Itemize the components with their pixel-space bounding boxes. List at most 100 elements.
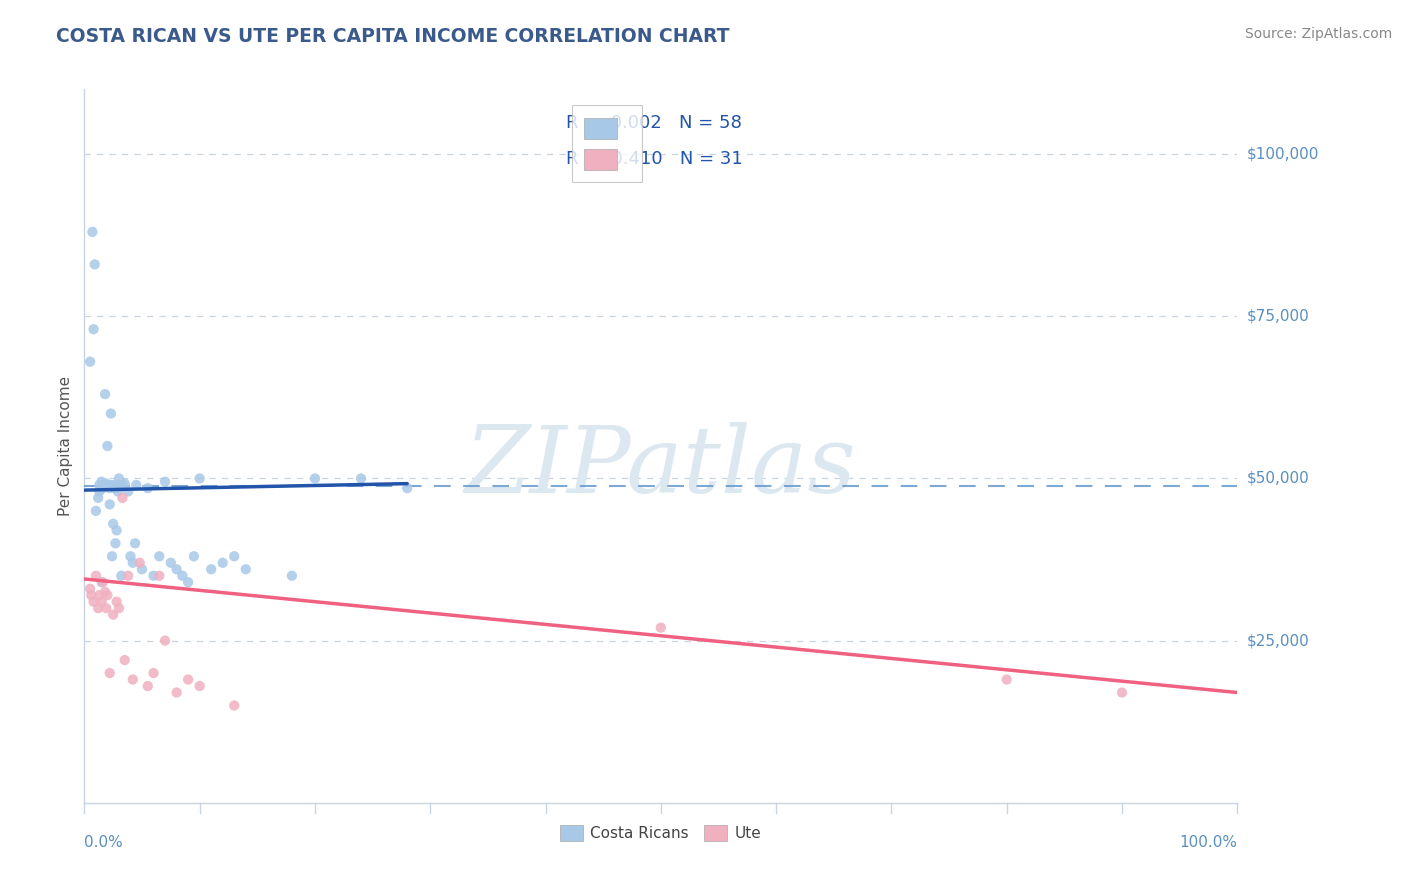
Point bbox=[177, 575, 200, 590]
Point bbox=[200, 562, 222, 576]
Point bbox=[117, 568, 139, 582]
Point bbox=[120, 549, 142, 564]
Text: 0.0%: 0.0% bbox=[84, 835, 124, 850]
Point bbox=[142, 568, 165, 582]
Point bbox=[103, 516, 124, 531]
Point bbox=[160, 556, 183, 570]
Point bbox=[153, 475, 176, 489]
Point bbox=[121, 673, 143, 687]
Text: $75,000: $75,000 bbox=[1247, 309, 1309, 324]
Point bbox=[90, 575, 112, 590]
Point bbox=[650, 621, 672, 635]
Point bbox=[91, 575, 114, 590]
Point bbox=[125, 478, 148, 492]
Point bbox=[100, 407, 122, 421]
Point bbox=[117, 484, 139, 499]
Point bbox=[177, 673, 200, 687]
Point bbox=[110, 568, 132, 582]
Point bbox=[89, 588, 111, 602]
Point bbox=[96, 439, 118, 453]
Point bbox=[87, 491, 110, 505]
Point bbox=[153, 633, 176, 648]
Point bbox=[100, 478, 122, 492]
Point bbox=[89, 478, 111, 492]
Point bbox=[188, 679, 211, 693]
Text: R =  0.002   N = 58: R = 0.002 N = 58 bbox=[567, 114, 742, 132]
Text: ZIPatlas: ZIPatlas bbox=[465, 423, 856, 512]
Point bbox=[108, 478, 131, 492]
Point bbox=[148, 549, 170, 564]
Point bbox=[94, 478, 117, 492]
Point bbox=[108, 471, 131, 485]
Point bbox=[183, 549, 205, 564]
Point bbox=[90, 475, 112, 489]
Point bbox=[1111, 685, 1133, 699]
Point bbox=[131, 562, 153, 576]
Point bbox=[96, 588, 118, 602]
Point bbox=[166, 562, 188, 576]
Point bbox=[128, 556, 150, 570]
Point bbox=[79, 582, 101, 596]
Point bbox=[136, 481, 159, 495]
Point bbox=[104, 536, 127, 550]
Text: 100.0%: 100.0% bbox=[1180, 835, 1237, 850]
Text: R = -0.410   N = 31: R = -0.410 N = 31 bbox=[567, 150, 742, 168]
Point bbox=[211, 556, 233, 570]
Text: Source: ZipAtlas.com: Source: ZipAtlas.com bbox=[1244, 27, 1392, 41]
Point bbox=[114, 653, 136, 667]
Point bbox=[124, 536, 146, 550]
Point bbox=[136, 679, 159, 693]
Point bbox=[350, 471, 373, 485]
Point bbox=[83, 322, 105, 336]
Point bbox=[96, 601, 118, 615]
Point bbox=[105, 524, 128, 538]
Point bbox=[172, 568, 194, 582]
Point bbox=[96, 476, 118, 491]
Point bbox=[98, 481, 121, 495]
Point bbox=[103, 478, 125, 492]
Point bbox=[87, 601, 110, 615]
Point bbox=[142, 666, 165, 681]
Text: $50,000: $50,000 bbox=[1247, 471, 1309, 486]
Y-axis label: Per Capita Income: Per Capita Income bbox=[58, 376, 73, 516]
Point bbox=[98, 497, 121, 511]
Point bbox=[104, 481, 127, 495]
Point bbox=[101, 549, 124, 564]
Point bbox=[107, 484, 129, 499]
Point bbox=[89, 484, 111, 499]
Point bbox=[108, 601, 131, 615]
Point bbox=[103, 479, 124, 493]
Point bbox=[91, 481, 114, 495]
Point bbox=[114, 476, 136, 491]
Point bbox=[83, 257, 105, 271]
Legend: Costa Ricans, Ute: Costa Ricans, Ute bbox=[553, 817, 769, 848]
Point bbox=[235, 562, 257, 576]
Point bbox=[111, 478, 134, 492]
Point bbox=[995, 673, 1018, 687]
Point bbox=[105, 595, 128, 609]
Point bbox=[103, 607, 124, 622]
Text: $25,000: $25,000 bbox=[1247, 633, 1309, 648]
Point bbox=[97, 478, 120, 492]
Point bbox=[80, 588, 103, 602]
Point bbox=[111, 491, 134, 505]
Point bbox=[94, 387, 117, 401]
Point bbox=[396, 481, 419, 495]
Point bbox=[83, 595, 105, 609]
Point bbox=[90, 595, 112, 609]
Point bbox=[94, 585, 117, 599]
Point bbox=[79, 354, 101, 368]
Text: $100,000: $100,000 bbox=[1247, 146, 1319, 161]
Point bbox=[98, 666, 121, 681]
Point bbox=[166, 685, 188, 699]
Point bbox=[96, 479, 118, 493]
Point bbox=[281, 568, 304, 582]
Point bbox=[82, 225, 104, 239]
Point bbox=[224, 698, 246, 713]
Point bbox=[84, 504, 107, 518]
Point bbox=[304, 471, 326, 485]
Text: COSTA RICAN VS UTE PER CAPITA INCOME CORRELATION CHART: COSTA RICAN VS UTE PER CAPITA INCOME COR… bbox=[56, 27, 730, 45]
Point bbox=[224, 549, 246, 564]
Point bbox=[188, 471, 211, 485]
Point bbox=[148, 568, 170, 582]
